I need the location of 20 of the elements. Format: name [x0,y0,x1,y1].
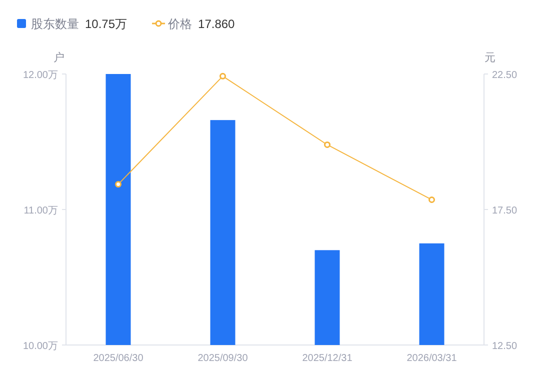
text: 10.75万 [85,17,128,31]
x-tick-label: 2025/06/30 [93,353,144,364]
y-tick-label: 12.00万 [22,70,58,81]
text: 17.860 [198,17,236,31]
x-tick-label: 2026/03/31 [406,353,458,364]
x-tick-label: 2025/12/31 [302,353,353,364]
y-tick-label: 11.00万 [24,206,58,216]
y2-tick-label: 22.50 [492,70,518,81]
point [220,72,226,80]
y2-tick-label: 17.50 [492,206,518,216]
y-axis-title: 户 [54,51,64,64]
y2-tick-label: 12.50 [492,341,518,352]
legend-label: 价格 [167,17,192,31]
point [115,181,122,188]
point [324,141,330,148]
x-tick-label: 2025/09/30 [198,353,248,364]
point [428,196,435,203]
y-tick-label: 10.00万 [22,341,58,352]
legend-label: 股东数量 [31,17,79,31]
y2-axis-title: 元 [484,52,496,64]
